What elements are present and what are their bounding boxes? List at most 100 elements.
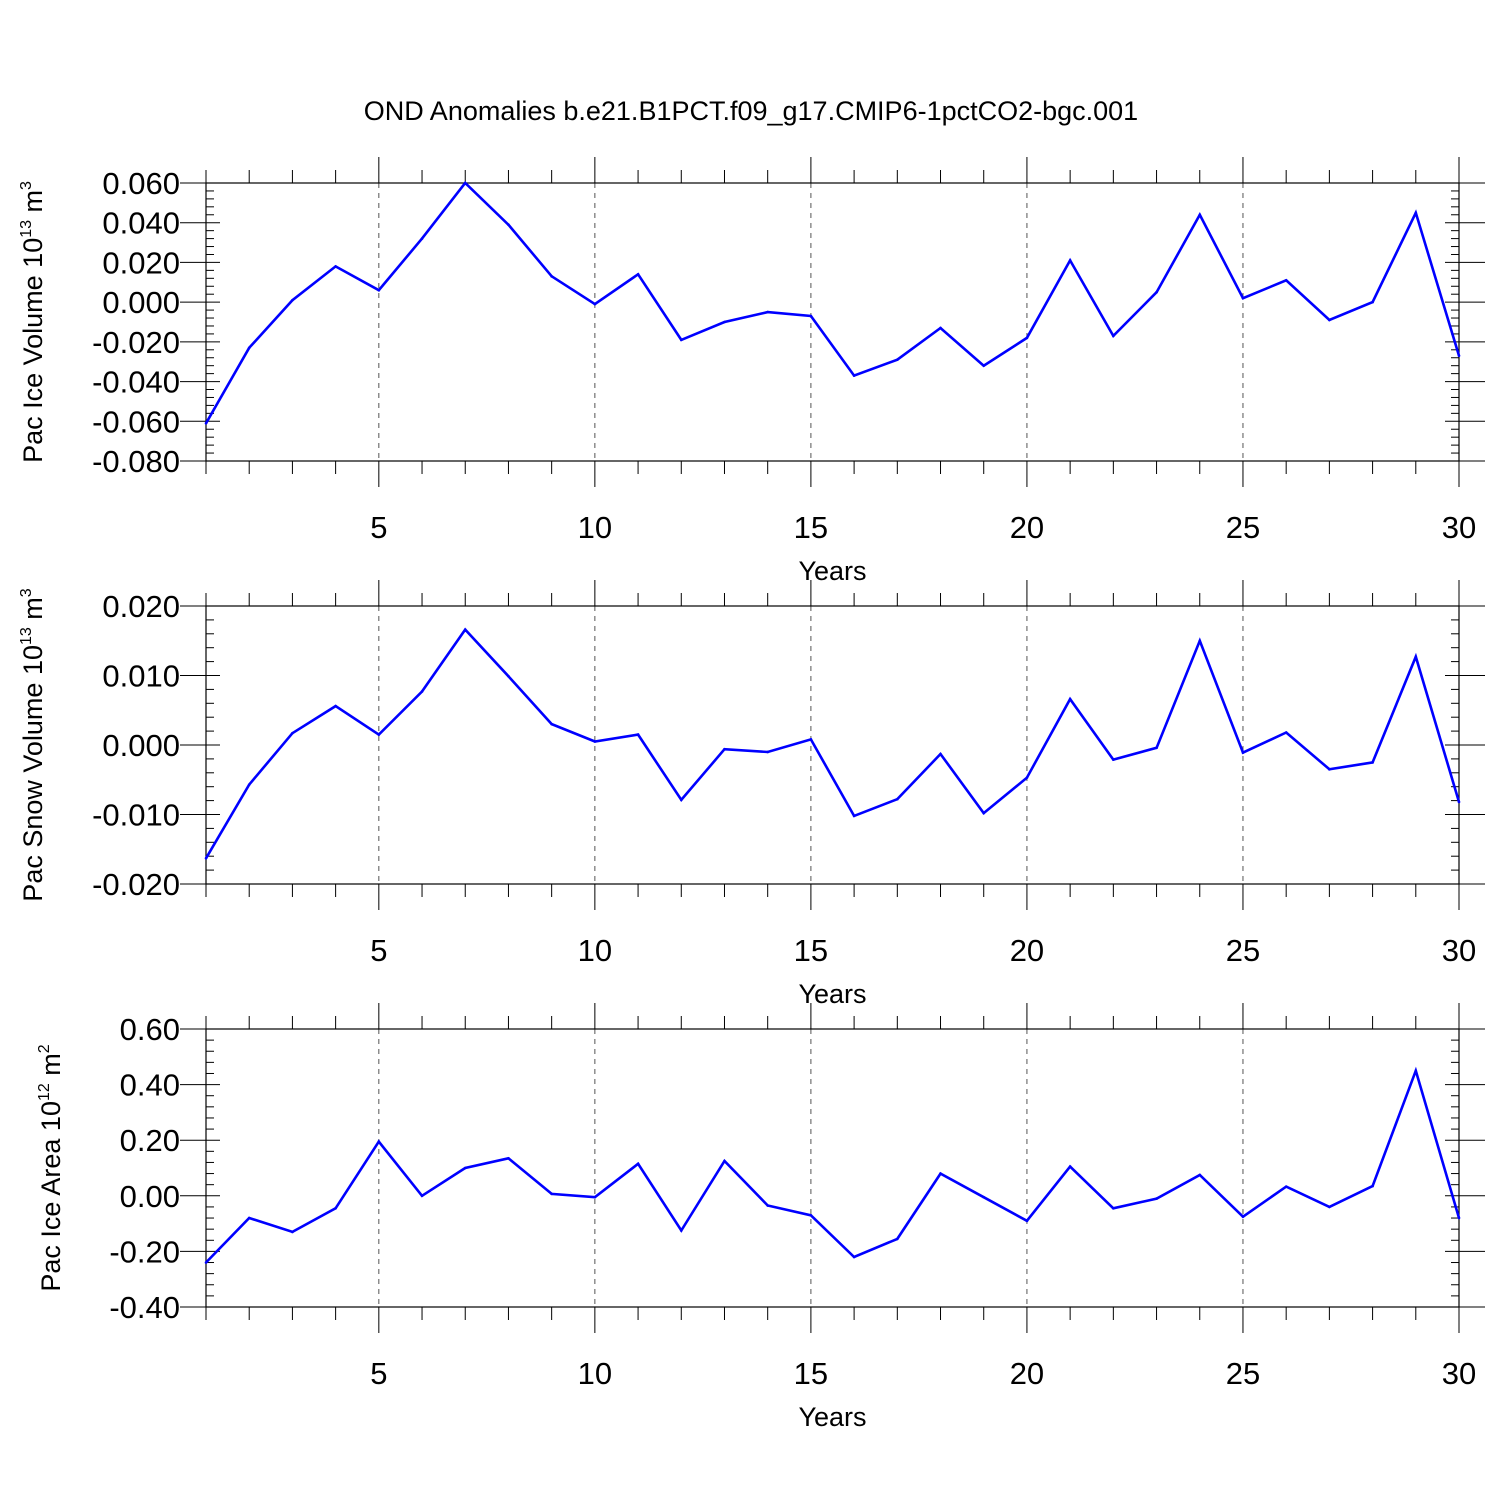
- data-point: [636, 733, 640, 736]
- data-point: [852, 374, 856, 377]
- data-point: [1328, 318, 1331, 322]
- y-axis-label: Pac Snow Volume 1013 m3: [18, 588, 48, 901]
- y-tick-label: -0.20: [109, 1234, 180, 1269]
- data-point: [1371, 761, 1374, 764]
- data-point: [809, 1213, 813, 1217]
- x-tick-label: 5: [370, 933, 387, 968]
- series-line: [204, 627, 1461, 859]
- data-point: [377, 733, 381, 736]
- data-point: [463, 1166, 467, 1170]
- data-point: [291, 731, 294, 735]
- y-tick-label: -0.40: [109, 1290, 180, 1325]
- data-point: [593, 302, 597, 306]
- data-point: [247, 1216, 251, 1220]
- data-point: [593, 1195, 597, 1199]
- data-point: [939, 326, 942, 330]
- data-point: [723, 1159, 726, 1163]
- x-axis-label: Years: [798, 979, 866, 1009]
- data-point: [377, 1140, 381, 1143]
- data-point: [1198, 639, 1202, 643]
- x-tick-label: 10: [578, 1356, 612, 1391]
- data-point: [377, 288, 381, 292]
- data-point: [334, 1207, 337, 1210]
- data-point: [593, 740, 597, 743]
- data-point: [1241, 1215, 1245, 1218]
- y-axis-label: Pac Ice Area 1012 m2: [36, 1044, 66, 1291]
- y-tick-label: -0.020: [92, 325, 180, 360]
- data-point: [1112, 1207, 1115, 1210]
- y-axis-label: Pac Ice Volume 1013 m3: [18, 181, 48, 463]
- x-tick-label: 15: [794, 1356, 828, 1391]
- data-point: [334, 704, 337, 708]
- y-tick-label: 0.060: [102, 166, 180, 201]
- data-point: [939, 1172, 942, 1175]
- data-point: [679, 1229, 683, 1232]
- chart-panel-2: -0.020 -0.010 0.000 0.010 0.020 5 10 15 20 25 30 Ye…: [18, 580, 1485, 1009]
- data-point: [1414, 655, 1418, 659]
- data-point: [247, 346, 251, 350]
- data-point: [852, 814, 856, 818]
- data-point: [550, 275, 553, 278]
- data-point: [463, 628, 467, 631]
- data-point: [507, 674, 510, 678]
- x-tick-label: 25: [1226, 1356, 1260, 1391]
- chart-panel-1: -0.080 -0.060 -0.040 -0.020 0.000 0.020 0.040 0…: [18, 157, 1485, 586]
- data-point: [291, 1230, 294, 1234]
- data-point: [463, 181, 467, 185]
- x-tick-label: 15: [794, 510, 828, 545]
- x-axis-label: Years: [798, 556, 866, 586]
- data-point: [420, 1194, 424, 1198]
- y-tick-label: 0.000: [102, 728, 180, 763]
- plot-frame: [205, 182, 1460, 462]
- data-point: [420, 237, 424, 240]
- data-point: [1284, 1185, 1288, 1188]
- data-point: [1414, 211, 1418, 215]
- data-point: [1328, 1205, 1331, 1209]
- x-tick-label: 30: [1442, 933, 1476, 968]
- data-point: [1025, 776, 1029, 779]
- data-point: [291, 298, 294, 302]
- data-point: [420, 690, 424, 693]
- chart-panel-3: -0.40 -0.20 0.00 0.20 0.40 0.60 5 10 15 20 25 30 Yea…: [36, 1003, 1485, 1432]
- data-point: [1198, 213, 1202, 217]
- data-point: [809, 314, 813, 318]
- x-axis-label: Years: [798, 1402, 866, 1432]
- data-point: [1457, 354, 1461, 358]
- x-tick-label: 15: [794, 933, 828, 968]
- data-point: [247, 783, 251, 786]
- y-tick-label: -0.080: [92, 444, 180, 479]
- x-tick-label: 20: [1010, 933, 1044, 968]
- data-point: [679, 338, 683, 342]
- data-point: [679, 798, 683, 802]
- data-point: [1025, 1219, 1029, 1223]
- x-tick-label: 25: [1226, 510, 1260, 545]
- y-tick-label: 0.040: [102, 206, 180, 241]
- data-point: [1414, 1069, 1418, 1072]
- series-line: [204, 181, 1461, 424]
- series-line: [205, 1066, 1461, 1264]
- x-tick-label: 5: [370, 1356, 387, 1391]
- data-point: [723, 320, 726, 324]
- y-tick-label: 0.010: [102, 659, 180, 694]
- data-point: [1328, 768, 1331, 771]
- data-point: [1068, 697, 1072, 701]
- y-tick-label: -0.040: [92, 365, 180, 400]
- data-point: [1284, 731, 1288, 734]
- data-point: [1155, 746, 1158, 750]
- data-point: [204, 421, 208, 425]
- y-tick-label: -0.010: [92, 798, 180, 833]
- data-point: [766, 750, 769, 754]
- y-tick-label: 0.20: [120, 1123, 180, 1158]
- data-point: [982, 364, 986, 367]
- data-point: [982, 1195, 986, 1199]
- figure-title: OND Anomalies b.e21.B1PCT.f09_g17.CMIP6-…: [364, 96, 1138, 126]
- y-tick-label: -0.060: [92, 404, 180, 439]
- y-tick-label: 0.020: [102, 589, 180, 624]
- y-tick-label: 0.60: [120, 1012, 180, 1047]
- data-point: [852, 1255, 856, 1259]
- x-tick-label: 10: [578, 933, 612, 968]
- data-point: [1284, 279, 1288, 282]
- y-tick-label: 0.020: [102, 245, 180, 280]
- data-point: [766, 1204, 769, 1207]
